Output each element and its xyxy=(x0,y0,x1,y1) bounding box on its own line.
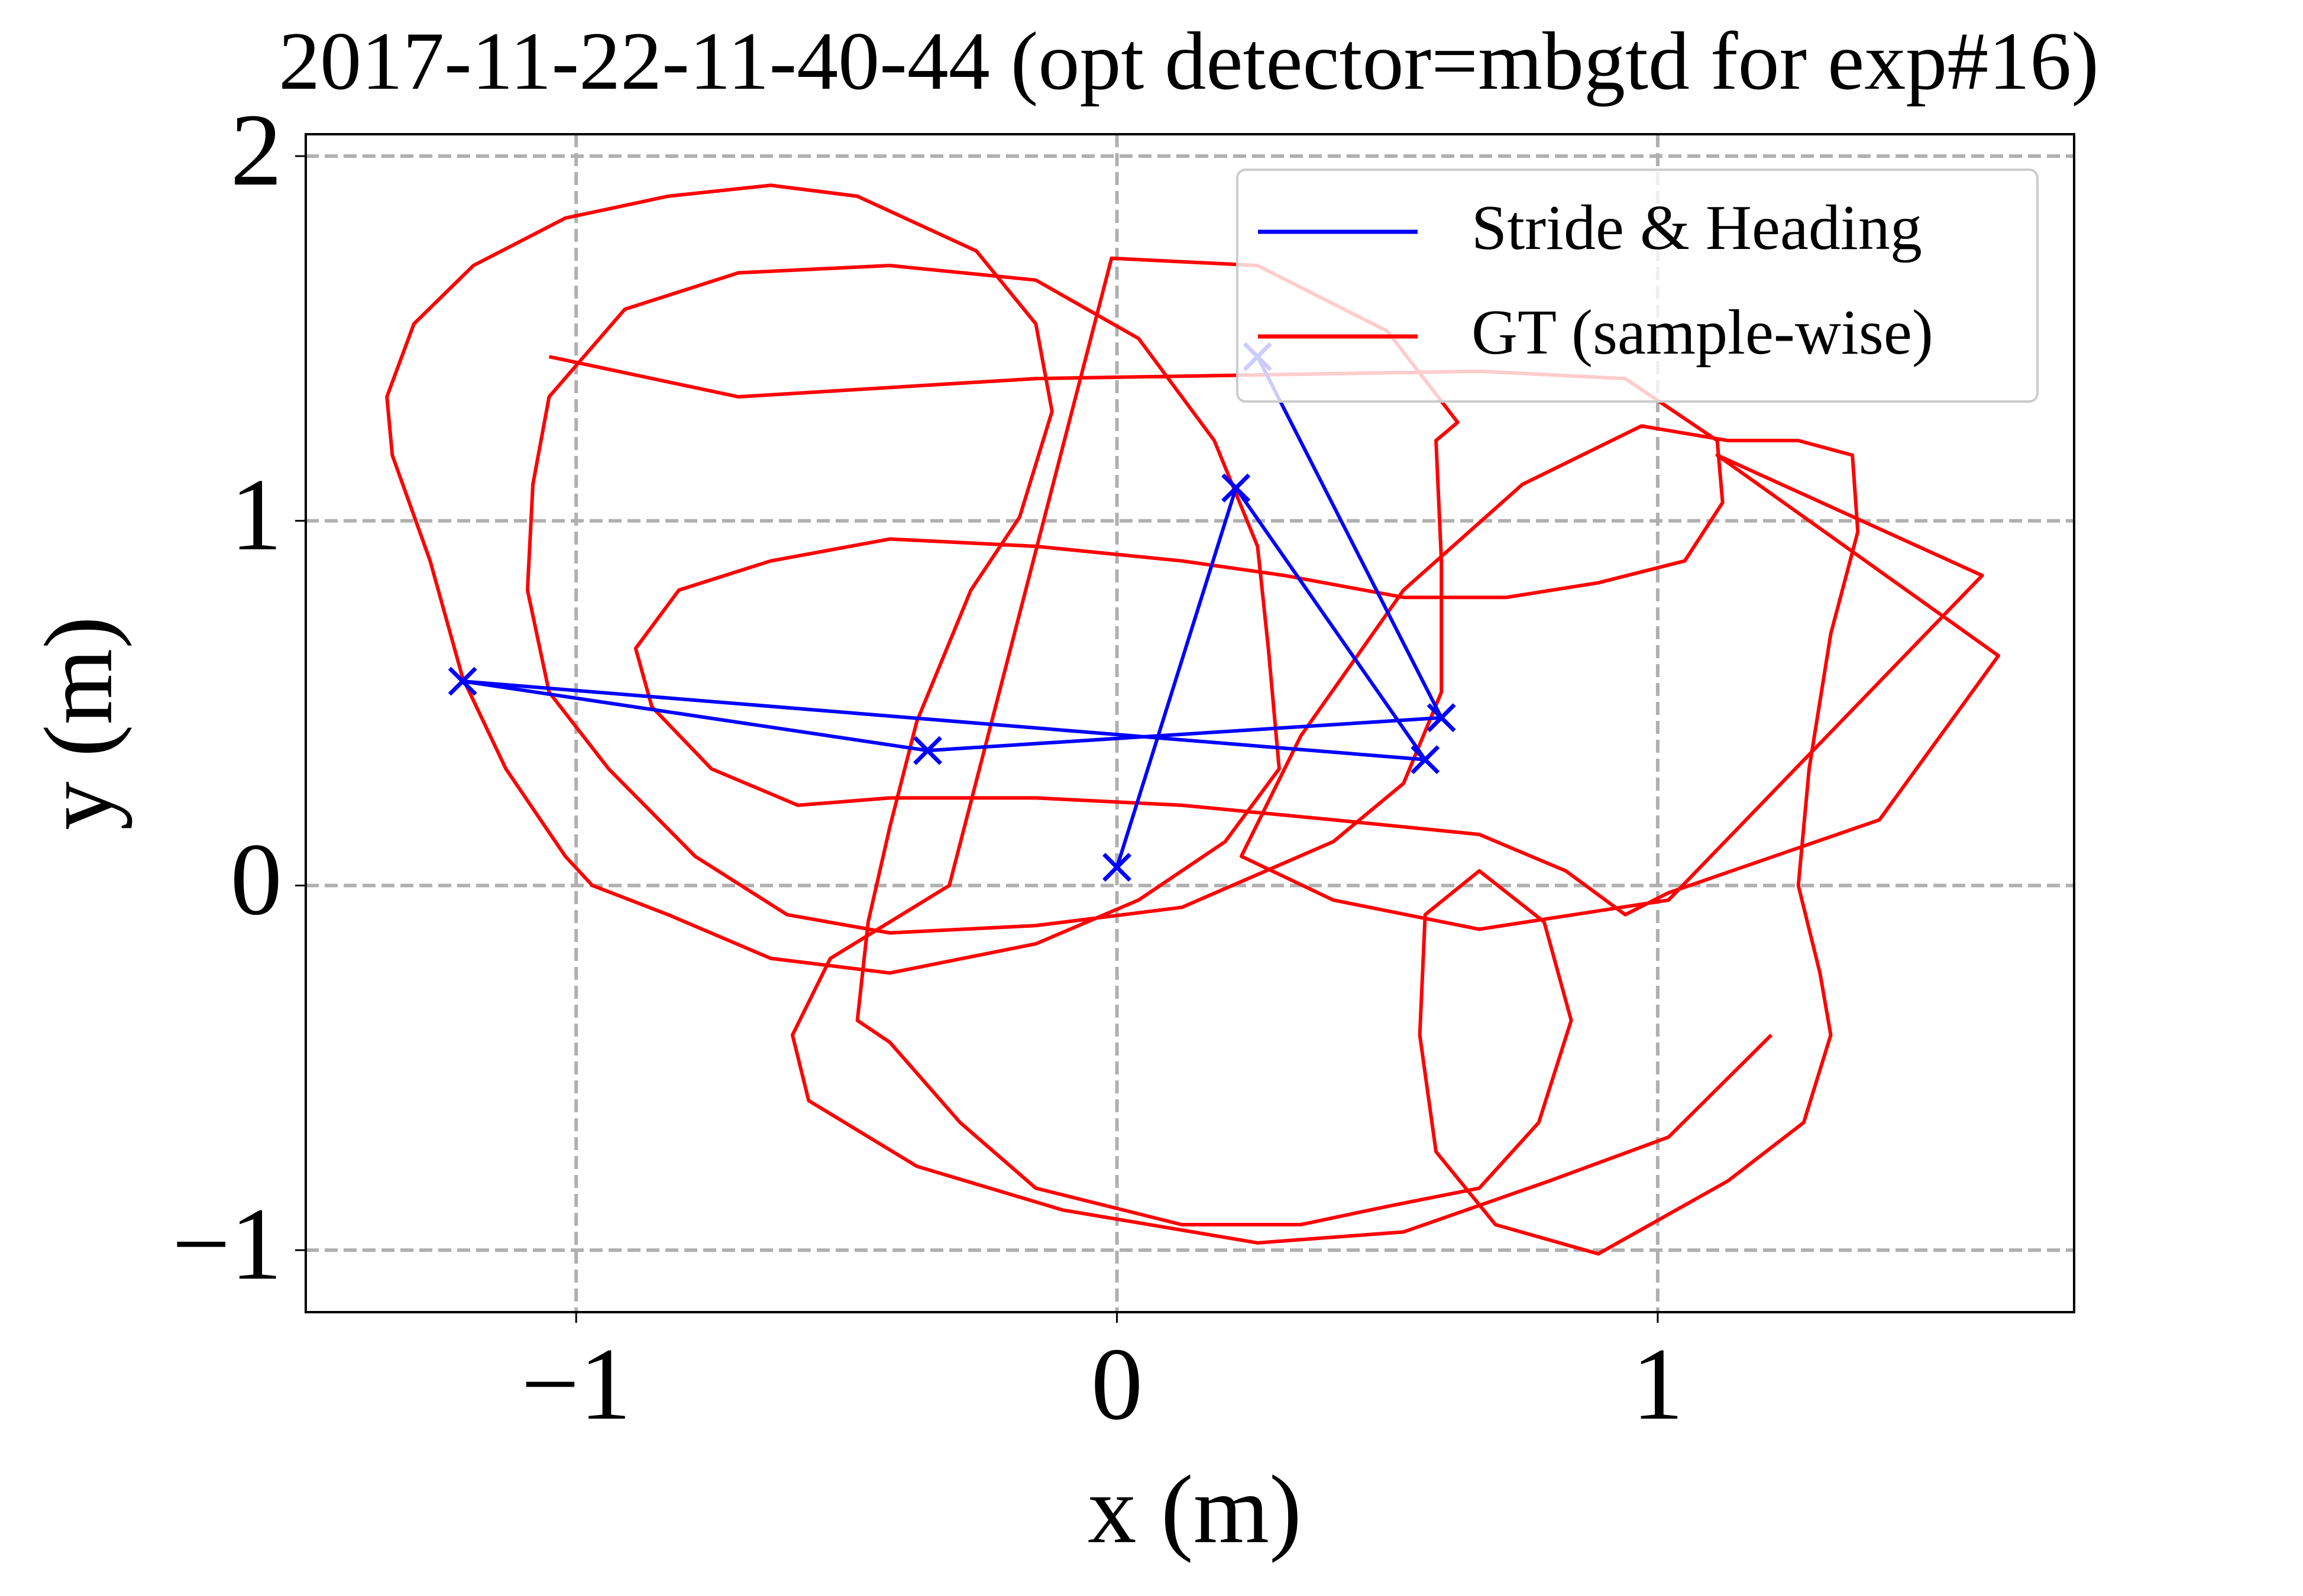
y-tick-label: 1 xyxy=(231,457,283,572)
point-marker xyxy=(1221,473,1251,503)
chart-title: 2017-11-22-11-40-44 (opt detector=mbgtd … xyxy=(279,15,2099,107)
y-tick-label: −1 xyxy=(172,1186,282,1301)
x-tick-label: 0 xyxy=(1091,1326,1143,1441)
x-axis-label: x (m) xyxy=(1088,1455,1302,1563)
point-marker xyxy=(913,736,943,765)
plot-frame xyxy=(305,133,2075,1313)
series-line xyxy=(385,183,2000,1256)
point-marker xyxy=(1427,703,1456,733)
series-line xyxy=(461,355,1444,868)
legend-label: GT (sample-wise) xyxy=(1471,297,1933,368)
x-tick-label: 1 xyxy=(1632,1326,1684,1441)
legend-box xyxy=(1236,169,2039,403)
y-axis-label: y (m) xyxy=(24,616,132,830)
point-marker xyxy=(1411,745,1440,775)
point-marker xyxy=(1102,853,1132,882)
legend-label: Stride & Heading xyxy=(1471,193,1922,263)
point-marker xyxy=(448,666,477,696)
y-tick-label: 0 xyxy=(231,822,283,937)
x-tick-label: −1 xyxy=(521,1326,631,1441)
y-tick-label: 2 xyxy=(231,92,283,207)
